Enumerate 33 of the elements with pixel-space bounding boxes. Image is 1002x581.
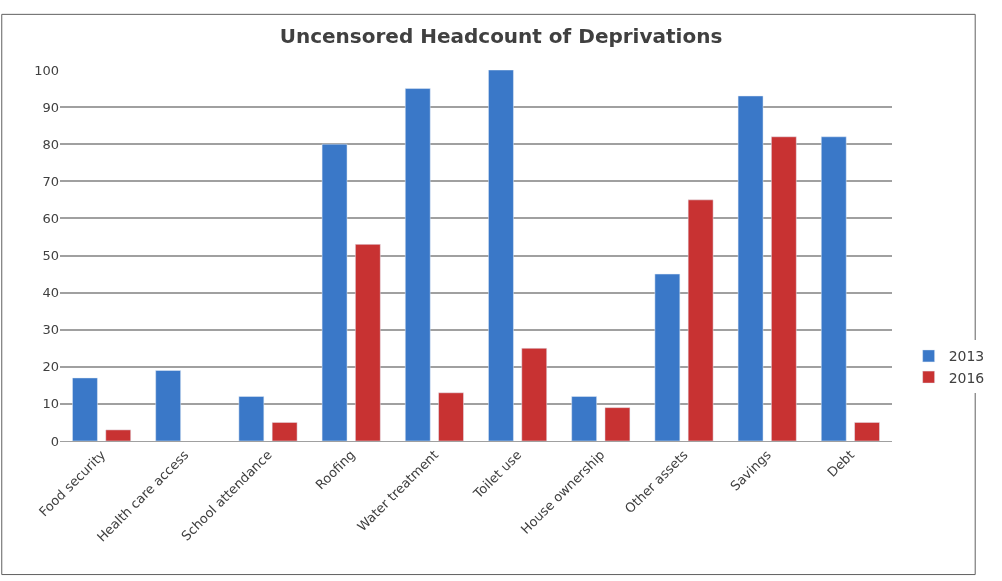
bar	[238, 396, 265, 441]
y-tick-label: 50	[42, 248, 59, 264]
bar	[105, 429, 131, 441]
y-tick-label: 0	[50, 433, 59, 449]
bar	[321, 143, 348, 441]
bar	[405, 88, 431, 441]
bar	[521, 348, 547, 441]
legend-label: 2016	[948, 369, 985, 386]
y-tick-label: 40	[42, 285, 59, 301]
bar	[654, 273, 681, 441]
y-tick-label: 90	[42, 99, 59, 115]
chart-title: Uncensored Headcount of Deprivations	[279, 24, 723, 49]
bar	[821, 136, 847, 441]
y-tick-label: 100	[34, 62, 59, 78]
y-tick-label: 60	[42, 210, 59, 226]
bar	[488, 70, 514, 441]
y-tick-label: 20	[42, 359, 59, 375]
legend-label: 2013	[948, 348, 985, 365]
bar	[271, 422, 298, 441]
bar	[771, 136, 797, 441]
bar	[687, 199, 714, 441]
bar	[355, 244, 381, 441]
bar	[72, 377, 98, 441]
y-tick-label: 80	[42, 136, 59, 152]
bar	[438, 392, 464, 441]
y-tick-label: 10	[42, 396, 59, 412]
y-tick-label: 30	[42, 322, 59, 338]
bar	[604, 407, 631, 441]
bar	[155, 370, 181, 441]
y-tick-label: 70	[42, 173, 59, 189]
bar	[571, 396, 597, 441]
bar	[854, 422, 880, 441]
bar	[737, 95, 764, 441]
